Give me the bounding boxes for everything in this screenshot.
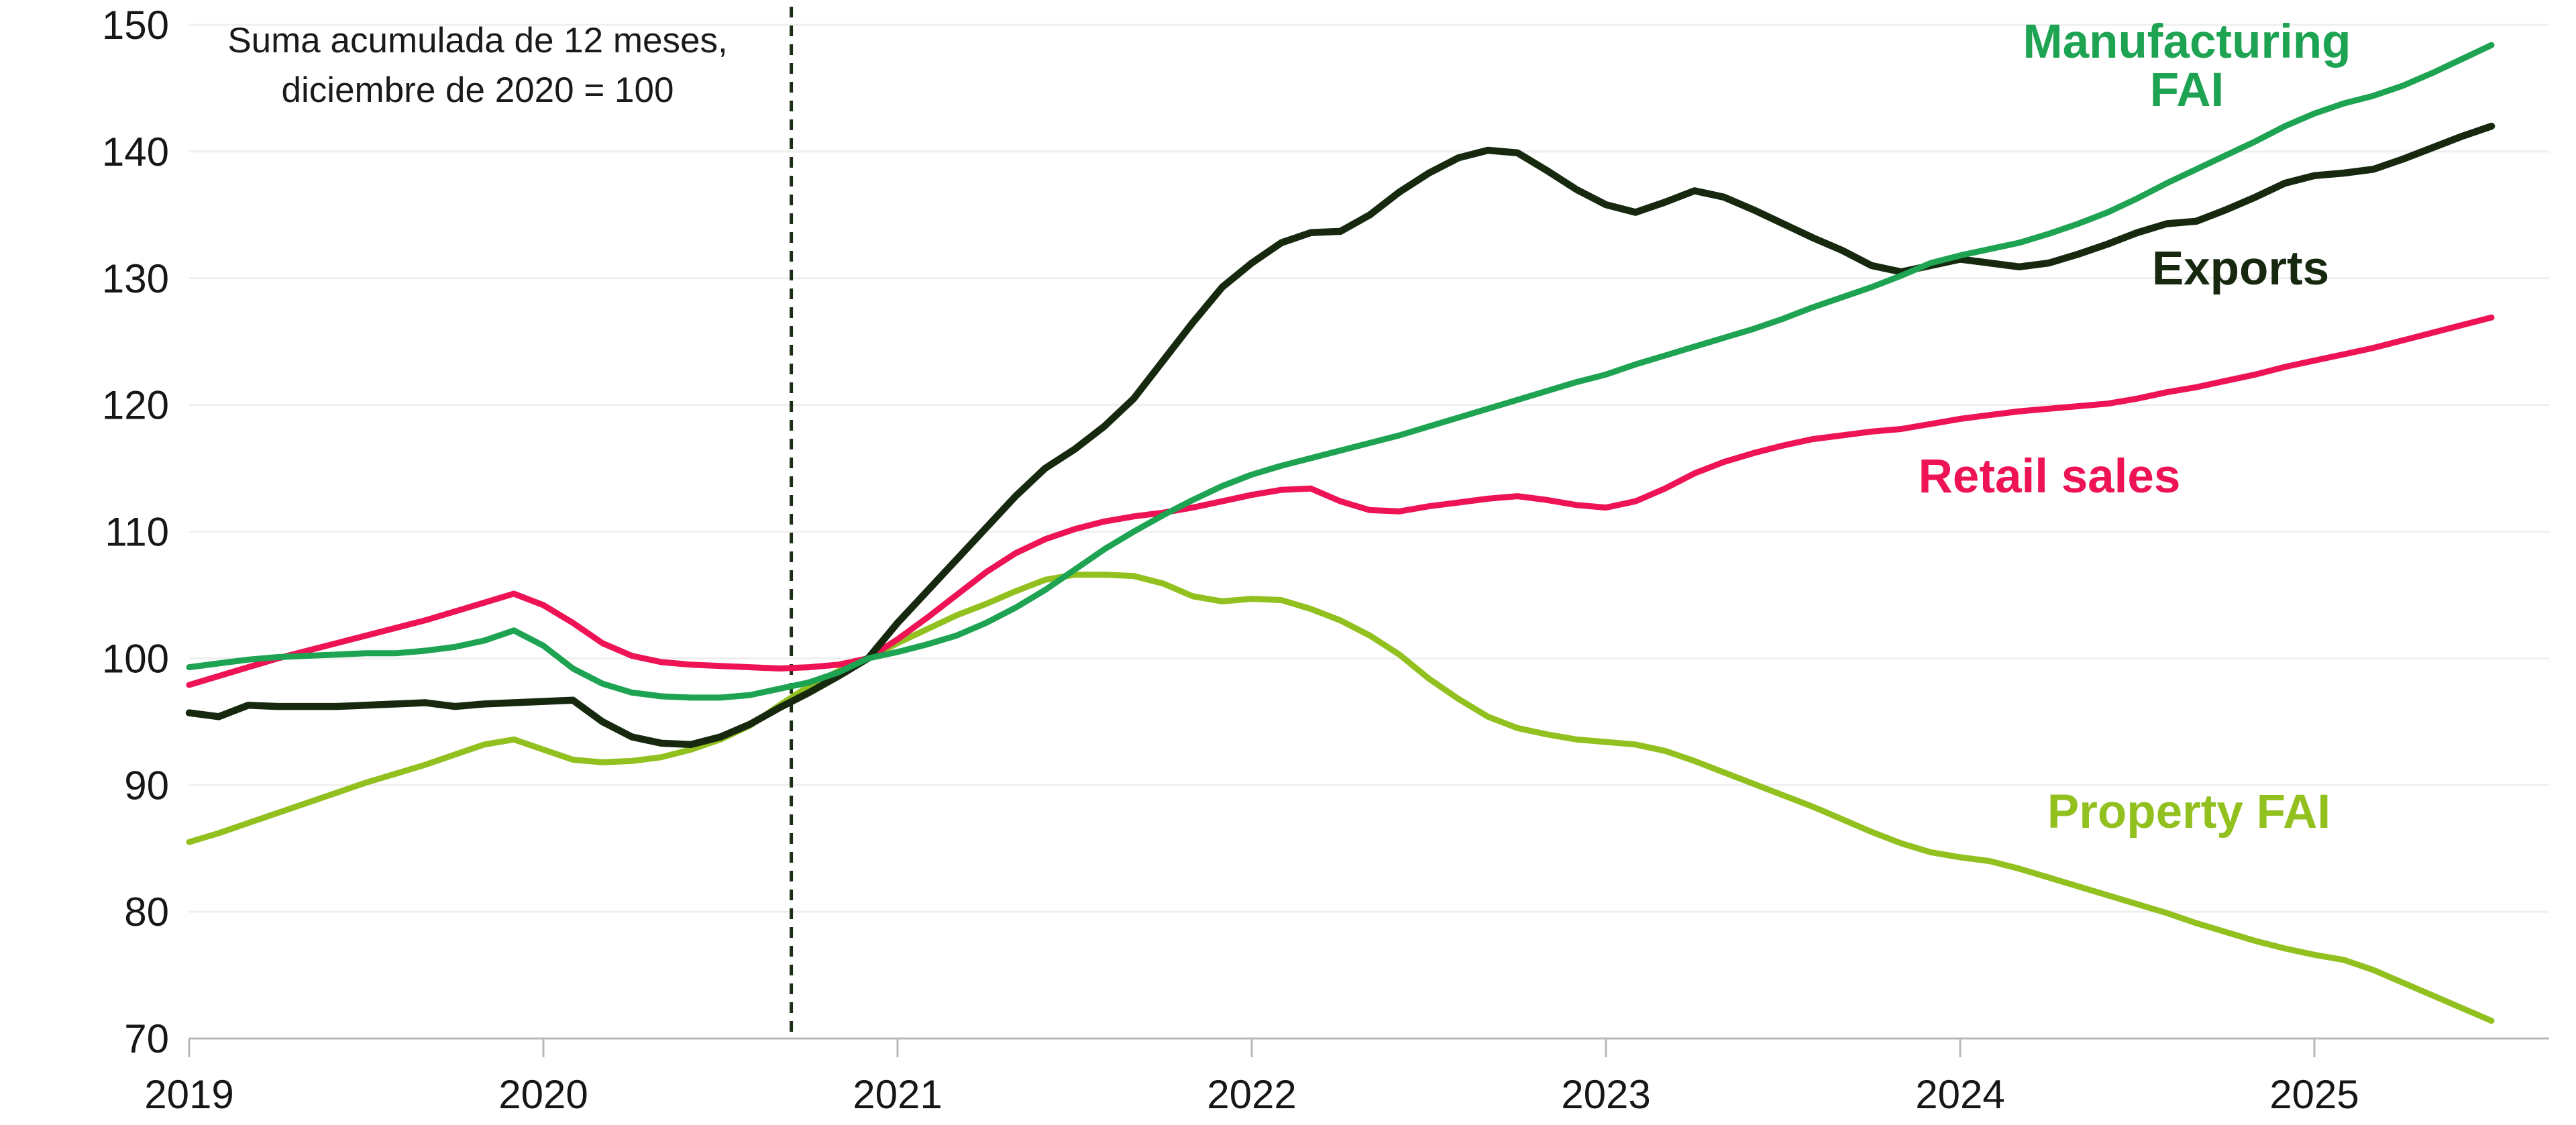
x-axis-ticks: [188, 1038, 2316, 1057]
series-line-property-fai: [186, 572, 2495, 1024]
y-axis-label-70: 70: [124, 1016, 169, 1061]
x-axis-label-2020: 2020: [498, 1072, 588, 1117]
annotation-line-1: Suma acumulada de 12 meses,: [227, 21, 727, 60]
legend-retail-sales: Retail sales: [1919, 450, 2181, 503]
y-axis-label-140: 140: [102, 129, 169, 174]
series-line-manufacturing-fai: [186, 42, 2495, 701]
series-line-exports: [185, 122, 2496, 749]
legend-manufacturing-fai-line1: Manufacturing: [2023, 15, 2351, 68]
x-axis-label-2023: 2023: [1561, 1072, 1650, 1117]
x-axis-label-2021: 2021: [853, 1072, 942, 1117]
y-axis-labels: 70 80 90 100 110 120 130 140 150: [102, 3, 169, 1061]
series-lines: [185, 42, 2496, 1024]
x-axis-label-2019: 2019: [144, 1072, 233, 1117]
y-axis-label-130: 130: [102, 256, 169, 301]
x-axis-label-2022: 2022: [1207, 1072, 1296, 1117]
y-axis-label-150: 150: [102, 3, 169, 48]
x-axis-label-2024: 2024: [1915, 1072, 2004, 1117]
y-axis-label-110: 110: [105, 510, 169, 555]
y-axis-label-120: 120: [102, 383, 169, 428]
y-axis-label-100: 100: [102, 636, 169, 681]
legend-manufacturing-fai-line2: FAI: [2150, 64, 2224, 117]
legend-exports: Exports: [2152, 242, 2329, 295]
y-axis-label-80: 80: [124, 890, 169, 934]
gridlines: [189, 23, 2549, 913]
x-axis-label-2025: 2025: [2269, 1072, 2359, 1117]
legend-property-fai: Property FAI: [2047, 786, 2330, 839]
x-axis-labels: 2019 2020 2021 2022 2023 2024 2025: [144, 1072, 2359, 1117]
y-axis-label-90: 90: [124, 763, 169, 808]
annotation-line-2: diciembre de 2020 = 100: [282, 70, 674, 110]
series-line-retail-sales: [186, 314, 2495, 688]
